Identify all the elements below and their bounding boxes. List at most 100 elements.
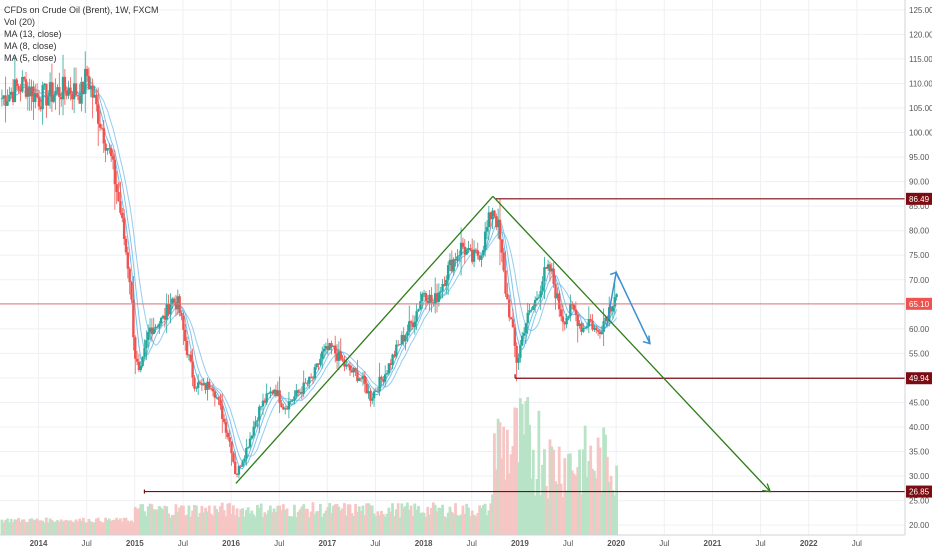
volume-bar xyxy=(454,503,457,535)
volume-bar xyxy=(413,503,417,535)
candle-body xyxy=(161,315,165,318)
indicator-ma5[interactable]: MA (5, close) xyxy=(4,53,57,63)
candle-body xyxy=(454,259,457,261)
candle-body xyxy=(119,201,122,213)
volume-bar xyxy=(422,512,426,535)
candle-body xyxy=(354,368,357,372)
volume-bar xyxy=(565,490,569,535)
candle-body xyxy=(121,212,124,219)
volume-bar xyxy=(143,511,146,535)
volume-bar xyxy=(370,505,374,535)
indicator-vol[interactable]: Vol (20) xyxy=(4,17,36,27)
candle-body xyxy=(43,83,46,86)
volume-bar xyxy=(54,521,58,535)
x-tick-label: Jul xyxy=(563,539,573,548)
volume-bar xyxy=(415,509,419,535)
candle-body xyxy=(406,331,409,336)
candle-body xyxy=(137,361,141,371)
candle-body xyxy=(613,297,616,307)
volume-bar xyxy=(570,470,574,535)
volume-bar xyxy=(605,456,609,535)
candle-body xyxy=(393,354,396,357)
drawings[interactable] xyxy=(0,195,905,494)
x-tick-label: 2016 xyxy=(222,539,240,548)
candle-body xyxy=(172,298,176,303)
x-tick-label: Jul xyxy=(370,539,380,548)
candle-body xyxy=(395,344,398,357)
y-tick-label: 75.00 xyxy=(909,251,930,260)
volume-bar xyxy=(280,510,283,535)
volume-bar xyxy=(19,521,22,535)
volume-bar xyxy=(300,506,304,535)
x-tick-label: Jul xyxy=(82,539,92,548)
candle-body xyxy=(228,437,231,442)
candle-body xyxy=(369,391,372,401)
volume-bar xyxy=(548,439,552,535)
volume-bar xyxy=(119,518,122,535)
volume-bar xyxy=(96,517,100,535)
candle-body xyxy=(211,388,215,392)
volume-bar xyxy=(93,522,96,535)
volume-bar xyxy=(204,507,207,535)
volume-bar xyxy=(509,454,513,535)
volume-bar xyxy=(222,510,226,535)
volume-bar xyxy=(57,521,61,535)
volume-bar xyxy=(246,507,250,535)
volume-bar xyxy=(407,509,411,535)
volume-bar xyxy=(120,521,124,535)
candle-body xyxy=(141,356,144,367)
volume-bar xyxy=(435,511,439,535)
volume-bar xyxy=(17,517,20,535)
volume-bar xyxy=(80,520,83,535)
candle-body xyxy=(443,283,446,286)
volume-bar xyxy=(463,513,467,535)
y-tick-label: 105.00 xyxy=(909,104,932,113)
volume-bar xyxy=(448,506,452,535)
candle-body xyxy=(198,382,202,384)
indicator-ma13[interactable]: MA (13, close) xyxy=(4,29,62,39)
candle-body xyxy=(230,441,233,454)
candle-body xyxy=(543,267,546,282)
volume-bar xyxy=(169,517,172,535)
volume-bar xyxy=(265,514,269,535)
y-tick-label: 90.00 xyxy=(909,178,930,187)
volume-bar xyxy=(431,502,435,535)
candle-body xyxy=(298,391,302,393)
candle-body xyxy=(72,83,76,100)
volume-bar xyxy=(381,514,385,535)
volume-bar xyxy=(248,513,252,535)
candle-body xyxy=(30,86,33,97)
volume-bar xyxy=(493,433,496,535)
candle-body xyxy=(467,248,470,250)
indicator-ma8[interactable]: MA (8, close) xyxy=(4,41,57,51)
volume-bar xyxy=(165,506,169,535)
candle-body xyxy=(580,323,583,332)
volume-bar xyxy=(424,516,428,535)
volume-bar xyxy=(607,482,611,535)
volume-bar xyxy=(480,507,483,535)
volume-bar xyxy=(383,516,387,535)
candle-body xyxy=(250,435,254,439)
volume-bar xyxy=(420,512,424,535)
volume-bar xyxy=(61,521,65,535)
volume-bar xyxy=(367,503,370,535)
candle-body xyxy=(287,401,291,410)
candle-body xyxy=(191,361,194,378)
candle-body xyxy=(491,210,494,220)
volume-bar xyxy=(22,519,26,535)
candle-body xyxy=(271,391,274,394)
candle-body xyxy=(93,94,96,98)
candle-body xyxy=(382,379,385,382)
volume-bar xyxy=(146,506,150,535)
candle-body xyxy=(408,321,411,332)
candle-body xyxy=(332,345,335,347)
volume-bar xyxy=(557,446,561,535)
candle-body xyxy=(317,363,320,365)
volume-bar xyxy=(372,513,376,535)
candle-body xyxy=(519,345,522,358)
volume-bar xyxy=(213,505,217,535)
candle-body xyxy=(550,268,554,272)
